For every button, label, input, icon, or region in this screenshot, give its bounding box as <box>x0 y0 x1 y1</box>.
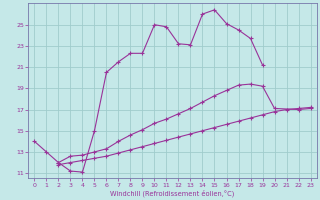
X-axis label: Windchill (Refroidissement éolien,°C): Windchill (Refroidissement éolien,°C) <box>110 189 235 197</box>
